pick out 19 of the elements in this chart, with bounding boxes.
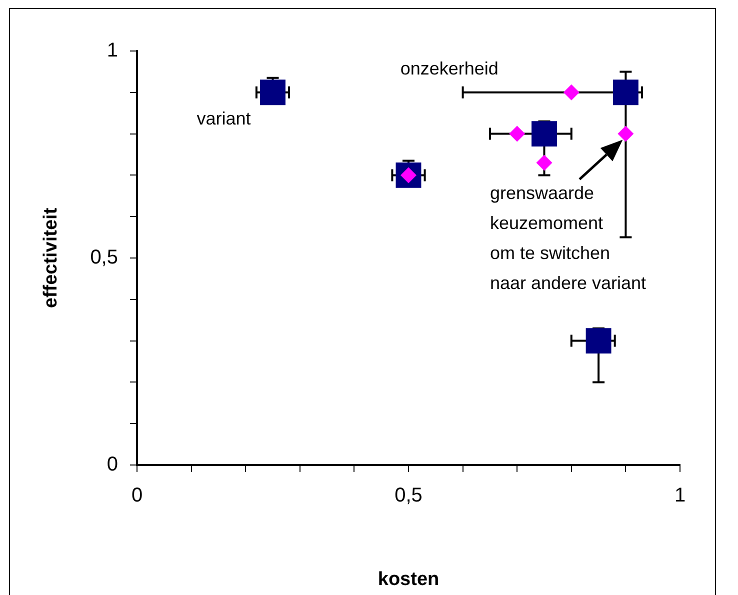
x-tick-label: 0: [131, 484, 143, 507]
point: [260, 80, 286, 106]
x-tick-label: 0,5: [394, 484, 422, 507]
point: [618, 126, 634, 142]
y-axis-title: effectiviteit: [40, 207, 62, 308]
y-tick-label: 1: [106, 40, 118, 62]
x-axis-title: kosten: [378, 568, 440, 590]
point: [509, 126, 526, 142]
point: [532, 121, 557, 147]
annotation: variant: [196, 108, 251, 128]
point: [612, 80, 638, 106]
annotation: grenswaarde keuzemoment om te switchen naar andere variant: [490, 182, 646, 293]
x-tick-label: 1: [674, 484, 686, 507]
annotation: onzekerheid: [400, 58, 498, 79]
point: [586, 328, 612, 354]
y-tick-label: 0: [106, 454, 118, 476]
point: [563, 84, 580, 100]
point: [536, 154, 552, 171]
y-tick-label: 0,5: [90, 246, 118, 269]
